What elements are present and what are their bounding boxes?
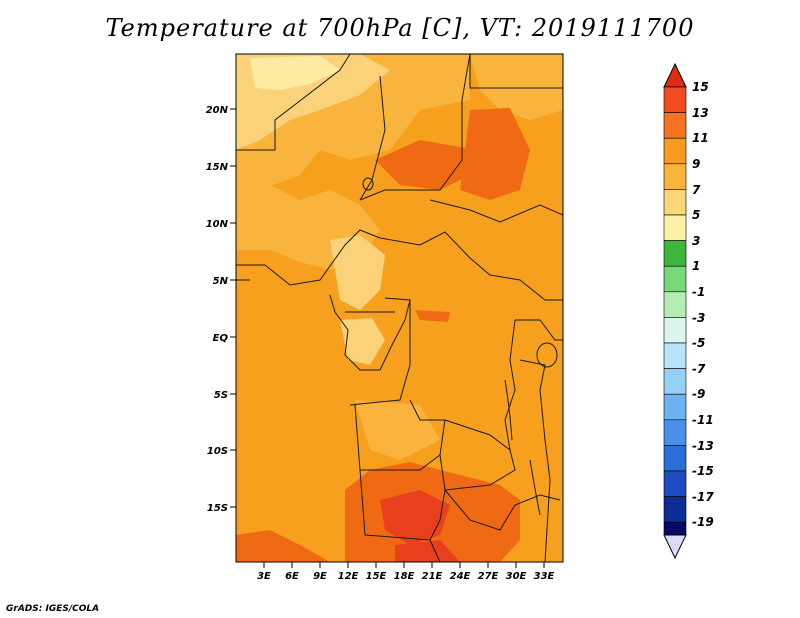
lakes [362, 177, 558, 516]
colorbar: 15 13 11 9 7 5 3 1 -1 -3 -5 -7 -9 -11 -1… [663, 62, 714, 560]
lon-label: 12E [338, 571, 359, 582]
colorbar-label: -3 [692, 311, 705, 325]
colorbar-segment [663, 470, 687, 497]
colorbar-segment [663, 445, 687, 472]
colorbar-label: -11 [692, 413, 714, 427]
border-line [519, 359, 546, 391]
colorbar-label: 13 [692, 106, 709, 120]
border-line [429, 539, 441, 562]
colorbar-segment [663, 137, 687, 165]
colorbar-label: -19 [692, 515, 714, 529]
lat-label: 5N [213, 276, 229, 287]
field-warm-sudan-east [470, 54, 563, 120]
lon-label: 24E [450, 571, 471, 582]
colorbar-segment [663, 342, 687, 369]
map-title: Temperature at 700hPa [C], VT: 201911170… [105, 14, 695, 42]
border-line [539, 389, 551, 562]
colorbar-label: 3 [692, 234, 700, 248]
lat-label: 15S [207, 503, 228, 514]
field-hotter-botswana [380, 490, 450, 545]
colorbar-segment [663, 419, 687, 446]
field-hot-sudan [460, 108, 530, 200]
colorbar-segment [663, 368, 687, 395]
border-line [469, 54, 563, 89]
grads-credit: GrADS: IGES/COLA [6, 604, 100, 614]
lat-label: EQ [213, 333, 229, 344]
border-line [444, 489, 561, 531]
country-borders [236, 54, 563, 562]
colorbar-segment [663, 189, 687, 216]
lon-label: 30E [506, 571, 527, 582]
lake-malawi [529, 459, 541, 516]
colorbar-segment [663, 240, 687, 267]
map-frame [235, 53, 564, 563]
latitude-axis: 20N 15N 10N 5N EQ 5S 10S 15S [206, 105, 236, 514]
colorbar-label: -9 [692, 387, 705, 401]
colorbar-top-arrow [663, 62, 687, 88]
lon-label: 6E [285, 571, 299, 582]
lake-tanganyika [504, 379, 513, 441]
lon-label: 9E [313, 571, 327, 582]
border-line [236, 229, 381, 286]
colorbar-label: 11 [692, 131, 709, 145]
field-hot-chad [375, 140, 470, 190]
colorbar-segment [663, 393, 687, 421]
colorbar-segment [663, 163, 687, 190]
field-pale-central [330, 235, 385, 310]
longitude-axis: 3E 6E 9E 12E 15E 18E 21E 24E 27E 30E 33E [257, 562, 555, 582]
lon-label: 21E [422, 571, 443, 582]
border-line [359, 54, 471, 201]
colorbar-label: -7 [692, 362, 706, 376]
field-hotter-kalahari [395, 540, 460, 562]
colorbar-segment [663, 496, 687, 523]
colorbar-segment [663, 112, 687, 139]
lat-label: 15N [206, 162, 229, 173]
colorbar-label: -5 [692, 336, 705, 350]
colorbar-segment [663, 291, 687, 318]
field-hot-south-west [236, 530, 330, 562]
lon-label: 18E [394, 571, 415, 582]
lake-chad [362, 177, 374, 191]
lat-label: 5S [214, 390, 228, 401]
colorbar-bottom-arrow [663, 534, 687, 560]
colorbar-label: -13 [692, 439, 714, 453]
field-palest-north [250, 56, 340, 90]
lon-label: 27E [478, 571, 499, 582]
field-hot-drc [415, 310, 450, 322]
colorbar-segment [663, 317, 687, 344]
colorbar-label: 5 [692, 208, 700, 222]
colorbar-segment [663, 521, 687, 536]
colorbar-label: -15 [692, 464, 714, 478]
border-line [329, 294, 411, 371]
border-line [504, 319, 516, 451]
border-line [515, 319, 563, 341]
field-pale-gabon [340, 318, 385, 365]
colorbar-label: 1 [692, 259, 700, 273]
lat-label: 10N [206, 219, 229, 230]
border-line [429, 199, 563, 223]
lon-label: 33E [534, 571, 555, 582]
border-line [379, 231, 563, 301]
colorbar-label: -1 [692, 285, 705, 299]
lon-label: 3E [257, 571, 271, 582]
colorbar-segment [663, 265, 687, 293]
lon-label: 15E [366, 571, 387, 582]
lake-victoria [536, 342, 558, 368]
border-line [236, 54, 351, 151]
colorbar-segment [663, 86, 687, 113]
colorbar-label: 7 [692, 183, 701, 197]
colorbar-label: -17 [692, 490, 714, 504]
lat-label: 20N [206, 105, 229, 116]
field-warm-angola [355, 400, 440, 460]
temperature-field [236, 54, 563, 562]
colorbar-label: 9 [692, 157, 700, 171]
border-line [349, 300, 411, 406]
colorbar-segment [663, 214, 687, 241]
lat-label: 10S [207, 446, 228, 457]
colorbar-label: 15 [692, 80, 709, 94]
